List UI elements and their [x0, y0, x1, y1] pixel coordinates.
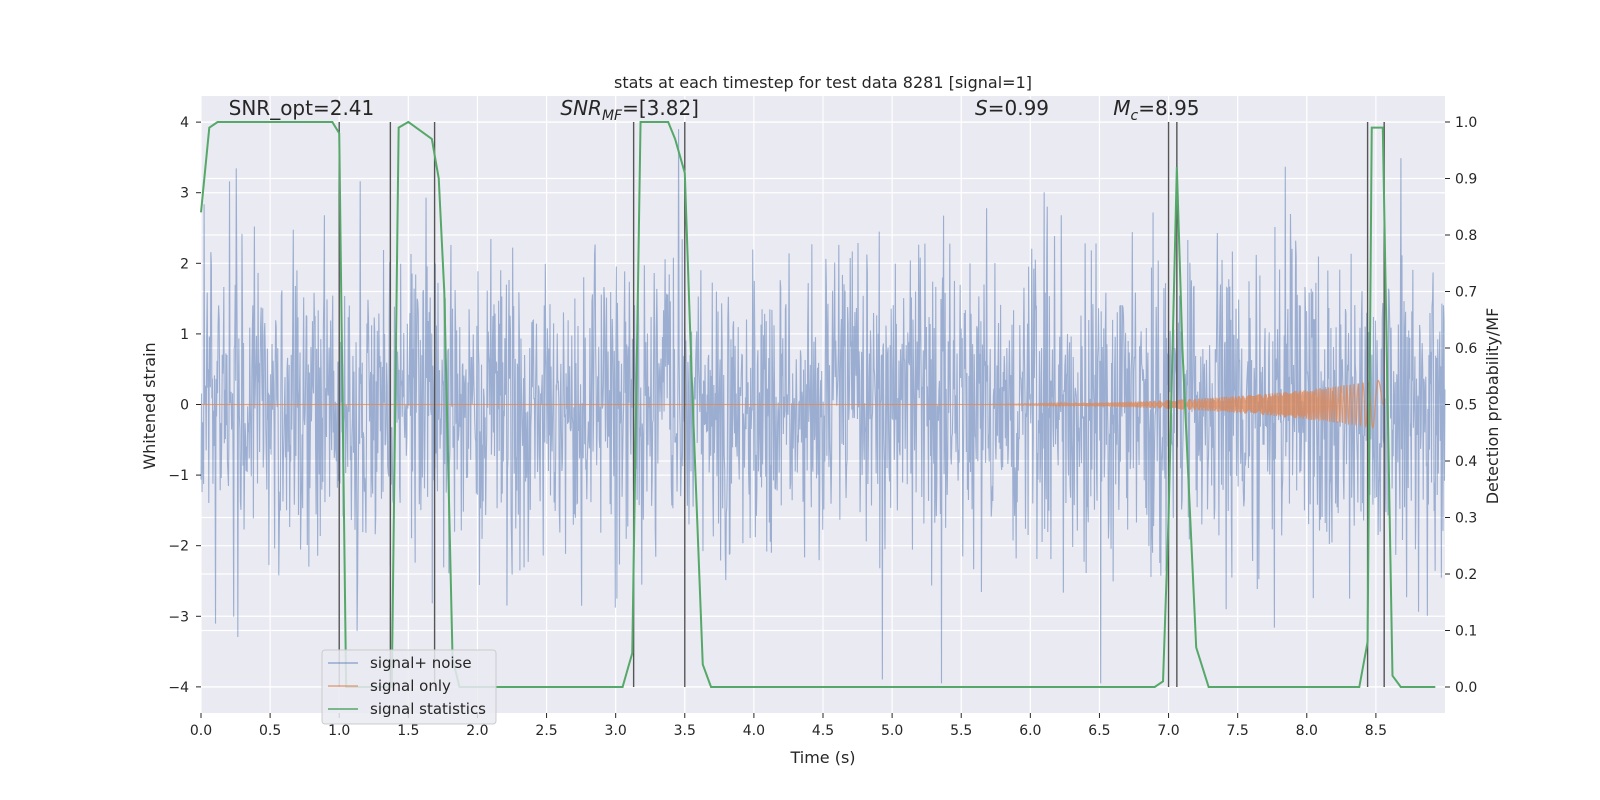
x-tick-label: 7.0	[1157, 723, 1179, 739]
x-tick-label: 6.5	[1088, 723, 1110, 739]
x-tick-label: 4.5	[812, 723, 834, 739]
annotation-text: SNRMF=[3.82]	[560, 96, 699, 124]
noise-series	[200, 129, 1446, 684]
x-tick-label: 0.5	[259, 723, 281, 739]
annotation-text: S=0.99	[975, 96, 1049, 120]
x-tick-label: 4.0	[743, 723, 765, 739]
y-tick-label: 3	[180, 186, 189, 202]
x-tick-label: 0.0	[190, 723, 212, 739]
statistic-line	[200, 120, 1436, 689]
chirp-line	[892, 379, 1384, 429]
y-axis-label: Whitened strain	[140, 342, 159, 469]
statistic-series	[200, 120, 1436, 689]
legend-label-signal: signal only	[370, 677, 451, 695]
y-tick-label: 0	[180, 398, 189, 414]
y-tick-label: −1	[168, 468, 189, 484]
chirp-series	[201, 379, 1384, 429]
y-tick-label: 1	[180, 327, 189, 343]
y2-tick-label: 0.6	[1455, 341, 1477, 357]
y2-tick-label: 0.5	[1455, 398, 1477, 414]
x-tick-label: 7.5	[1227, 723, 1249, 739]
y2-tick-label: 0.3	[1455, 511, 1477, 527]
y2-tick-label: 0.7	[1455, 284, 1477, 300]
y-tick-label: −4	[168, 680, 189, 696]
x-axis-label: Time (s)	[789, 748, 855, 767]
x-tick-label: 2.0	[466, 723, 488, 739]
legend-frame	[321, 649, 497, 725]
legend: signal+ noise signal only signal statist…	[321, 649, 497, 725]
x-tick-label: 8.0	[1296, 723, 1318, 739]
chart-title: stats at each timestep for test data 828…	[614, 73, 1032, 92]
legend-label-statistic: signal statistics	[370, 700, 486, 718]
y2-tick-label: 0.2	[1455, 567, 1477, 583]
y-tick-label: −2	[168, 539, 189, 555]
y2-tick-label: 0.8	[1455, 228, 1477, 244]
x-tick-label: 3.0	[605, 723, 627, 739]
y2-tick-label: 0.0	[1455, 680, 1477, 696]
x-tick-label: 6.0	[1019, 723, 1041, 739]
y2-tick-label: 0.4	[1455, 454, 1477, 470]
noise-line	[200, 129, 1446, 684]
x-tick-label: 3.5	[674, 723, 696, 739]
legend-label-noise: signal+ noise	[370, 654, 472, 672]
y-tick-label: 2	[180, 256, 189, 272]
y2-axis-label: Detection probability/MF	[1483, 308, 1502, 505]
axis-ticks: 0.0 0.5 1.0 1.5 2.0 2.5 3.0 3.5 4.0 4.5 5.0 5.5 6.0 6…	[168, 115, 1477, 739]
y-tick-label: −3	[168, 609, 189, 625]
annotations: SNR_opt=2.41 SNRMF=[3.82] S=0.99 Mc=8.95	[229, 96, 1200, 124]
x-tick-label: 5.0	[881, 723, 903, 739]
annotation-text: Mc=8.95	[1113, 96, 1199, 124]
x-tick-label: 1.0	[328, 723, 350, 739]
y-tick-label: 4	[180, 115, 189, 131]
x-tick-label: 8.5	[1365, 723, 1387, 739]
annotation-text: SNR_opt=2.41	[229, 96, 375, 120]
y2-tick-label: 0.9	[1455, 171, 1477, 187]
y2-tick-label: 0.1	[1455, 624, 1477, 640]
x-tick-label: 5.5	[950, 723, 972, 739]
y2-tick-label: 1.0	[1455, 115, 1477, 131]
x-tick-label: 1.5	[397, 723, 419, 739]
x-tick-label: 2.5	[535, 723, 557, 739]
